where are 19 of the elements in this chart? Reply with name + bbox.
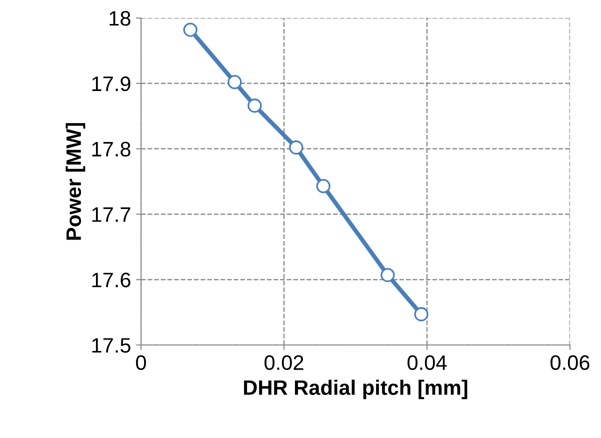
x-tick-label: 0.06 (550, 355, 590, 370)
y-tick-label: 17.5 (92, 338, 130, 353)
point (380, 268, 395, 282)
point (316, 178, 330, 194)
point (248, 98, 262, 113)
x-tick-label: 0 (136, 355, 146, 370)
y-tick-label: 18 (110, 11, 130, 26)
point (228, 75, 242, 90)
point (183, 22, 198, 37)
y-tick-label: 17.7 (92, 207, 130, 222)
y-tick-label: 17.8 (92, 142, 130, 157)
x-axis-title: DHR Radial pitch [mm] (244, 380, 468, 400)
y-tick-label: 17.9 (92, 76, 130, 92)
point (289, 140, 304, 155)
y-tick-label: 17.6 (92, 272, 130, 288)
y-axis-title: Power [MW] (66, 123, 86, 240)
x-tick-label: 0.02 (264, 355, 304, 370)
x-tick-label: 0.04 (408, 355, 447, 370)
point (414, 307, 428, 322)
